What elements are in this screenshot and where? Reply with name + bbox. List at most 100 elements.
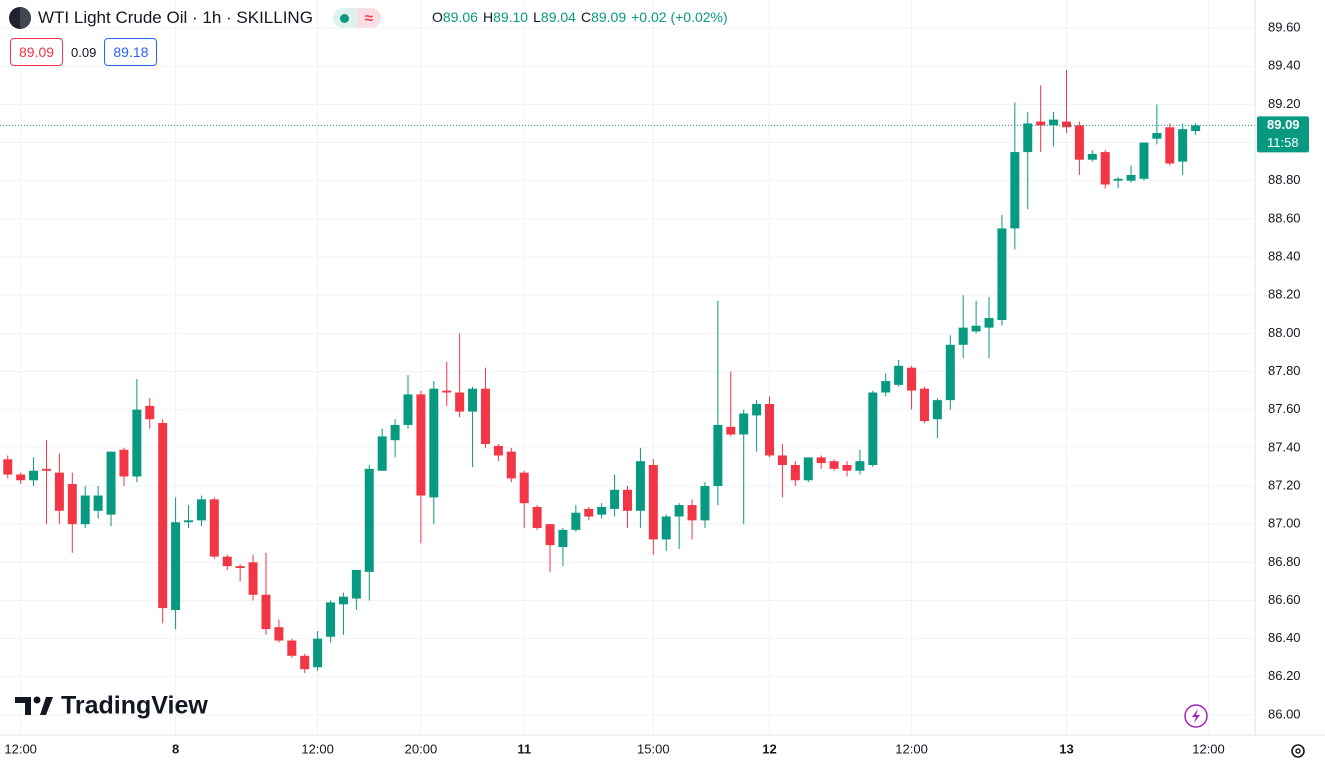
lightning-button[interactable]	[1184, 704, 1208, 728]
logo	[15, 696, 53, 715]
candle-body	[558, 529, 568, 548]
candle-body	[881, 381, 891, 393]
buy-button[interactable]: 89.18	[104, 38, 158, 66]
candle-body	[842, 465, 852, 471]
candle-body	[287, 640, 297, 656]
candle-body	[648, 465, 658, 540]
candle-body	[93, 495, 103, 511]
candle-body	[313, 638, 323, 668]
candles	[0, 70, 1255, 673]
status-badges[interactable]: ≈	[332, 8, 381, 28]
lightning-icon[interactable]	[1192, 709, 1200, 723]
candle-body	[196, 499, 206, 521]
y-tick-label: 89.60	[1268, 19, 1301, 34]
candle-body	[506, 451, 516, 479]
candle-body	[54, 472, 64, 511]
candle-body	[816, 457, 826, 464]
candle-body	[493, 445, 503, 456]
candle-body	[932, 400, 942, 420]
y-tick-label: 87.80	[1268, 363, 1301, 378]
candle-body	[726, 426, 736, 435]
settings-button[interactable]	[1291, 744, 1305, 758]
candle-body	[455, 392, 465, 412]
logo-mark	[15, 697, 31, 715]
candle-body	[545, 524, 555, 546]
delayed-badge[interactable]: ≈	[356, 8, 381, 28]
candle-body	[106, 451, 116, 515]
candle-body	[222, 556, 232, 567]
y-tick-label: 89.20	[1268, 96, 1301, 111]
candle-body	[184, 520, 194, 523]
ohlc-key: C	[580, 9, 592, 25]
candle-body	[868, 392, 878, 466]
market-open-badge[interactable]	[332, 8, 357, 28]
candle-body	[235, 566, 245, 569]
candle-body	[739, 413, 749, 435]
x-tick-label: 12	[762, 741, 776, 756]
symbol-title[interactable]: WTI Light Crude Oil · 1h · SKILLING	[38, 8, 313, 27]
candle-body	[1023, 123, 1033, 153]
candle-body	[377, 436, 387, 471]
x-tick-label: 12:00	[1192, 741, 1225, 756]
axes: 86.00 86.20 86.40 86.60 86.80 87.00 87.20 87.40…	[4, 19, 1309, 756]
candle-body	[403, 394, 413, 425]
candle-body	[829, 461, 839, 469]
last-price-box	[1257, 116, 1309, 153]
candle-body	[16, 474, 26, 481]
ohlc-value: 89.10	[493, 9, 529, 25]
y-tick-label: 87.60	[1268, 401, 1301, 416]
candle-body	[571, 512, 581, 530]
gear[interactable]	[1291, 744, 1305, 758]
y-tick-label: 89.40	[1268, 58, 1301, 73]
candle-body	[338, 596, 348, 605]
ohlc-key: O	[432, 9, 443, 25]
y-tick-label: 88.00	[1268, 325, 1301, 340]
x-tick-label: 12:00	[895, 741, 928, 756]
candle-body	[752, 403, 762, 416]
candle-body	[1113, 178, 1123, 181]
candle-body	[790, 465, 800, 481]
gear-hub[interactable]	[1295, 748, 1301, 754]
candle-body	[519, 472, 529, 504]
ohlc-item: H89.10	[483, 9, 528, 25]
candle-body	[1049, 119, 1059, 126]
candle-body	[532, 506, 542, 528]
lightning-circle[interactable]	[1184, 704, 1208, 728]
candle-body	[248, 562, 258, 595]
x-tick-label: 13	[1059, 741, 1073, 756]
candle-body	[390, 424, 400, 441]
candle-body	[803, 457, 813, 481]
watermark: TradingView	[61, 692, 208, 720]
candle-body	[765, 403, 775, 456]
candle-body	[1087, 153, 1097, 160]
candle-body	[480, 388, 490, 445]
y-tick-label: 87.00	[1268, 516, 1301, 531]
candle-body	[364, 468, 374, 572]
candle-body	[984, 318, 994, 328]
candle-body	[29, 470, 39, 481]
candle-body	[468, 388, 478, 412]
candle-body	[80, 495, 90, 525]
candle-body	[855, 461, 865, 471]
ohlc-value: 89.09	[591, 9, 627, 25]
candle-body	[351, 569, 361, 599]
candle-body	[1165, 127, 1175, 164]
candle-body	[777, 455, 787, 466]
candle-body	[145, 405, 155, 420]
candle-body	[997, 228, 1007, 320]
symbol-header: WTI Light Crude Oil · 1h · SKILLING ≈	[8, 6, 381, 30]
candle-body	[700, 485, 710, 521]
market-dot	[340, 13, 350, 23]
candle-body	[1036, 121, 1046, 126]
x-tick-label: 15:00	[637, 741, 670, 756]
y-tick-label: 87.20	[1268, 477, 1301, 492]
candle-body	[1152, 132, 1162, 139]
ohlc-item: L89.04	[533, 9, 576, 25]
candle-body	[1178, 129, 1188, 162]
sell-button[interactable]: 89.09	[10, 38, 64, 66]
candle-body	[132, 409, 142, 477]
x-tick-label: 11	[517, 741, 531, 756]
candle-body	[1139, 142, 1149, 179]
